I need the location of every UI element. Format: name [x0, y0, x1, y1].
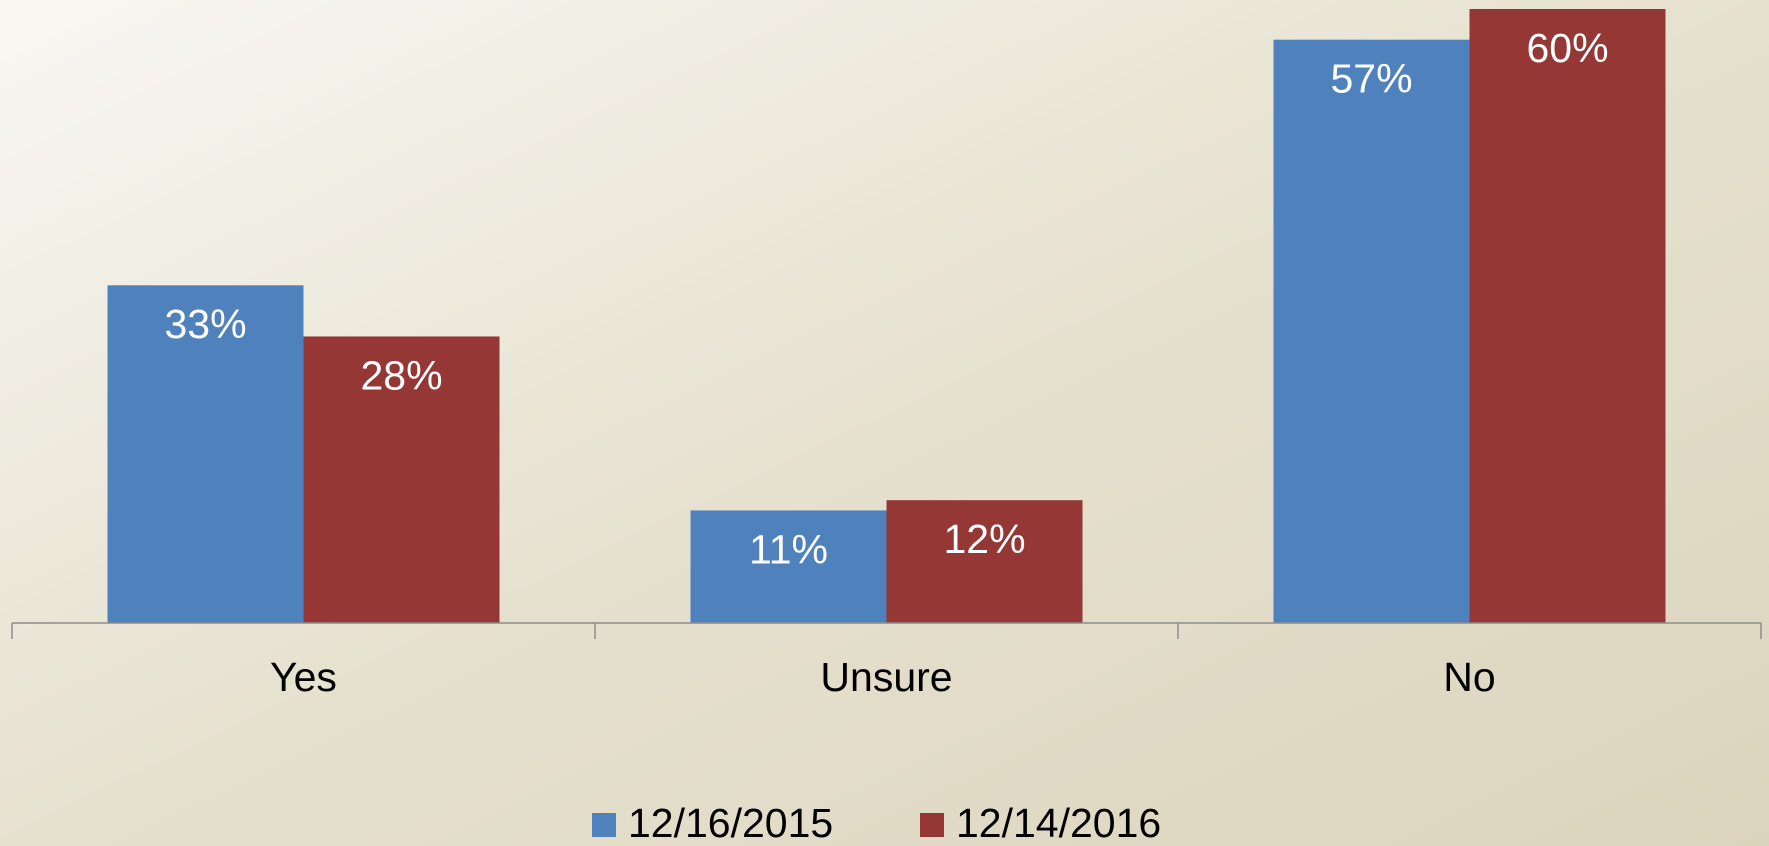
- x-tick-label: No: [1443, 654, 1495, 700]
- data-label: 11%: [749, 526, 828, 572]
- data-label: 60%: [1526, 25, 1608, 71]
- bar: [107, 285, 304, 623]
- legend-label: 12/14/2016: [956, 800, 1161, 846]
- bar: [303, 336, 500, 623]
- data-label: 33%: [164, 301, 246, 347]
- bar: [690, 510, 887, 623]
- bar: [886, 500, 1083, 623]
- bar: [1273, 39, 1470, 623]
- bar: [1469, 9, 1666, 623]
- x-tick-label: Yes: [270, 654, 337, 700]
- data-label: 12%: [943, 516, 1025, 562]
- data-label: 57%: [1330, 56, 1412, 102]
- legend-swatch: [920, 813, 944, 837]
- x-tick-label: Unsure: [820, 654, 952, 700]
- legend-label: 12/16/2015: [628, 800, 833, 846]
- legend-swatch: [592, 813, 616, 837]
- data-label: 28%: [360, 352, 442, 398]
